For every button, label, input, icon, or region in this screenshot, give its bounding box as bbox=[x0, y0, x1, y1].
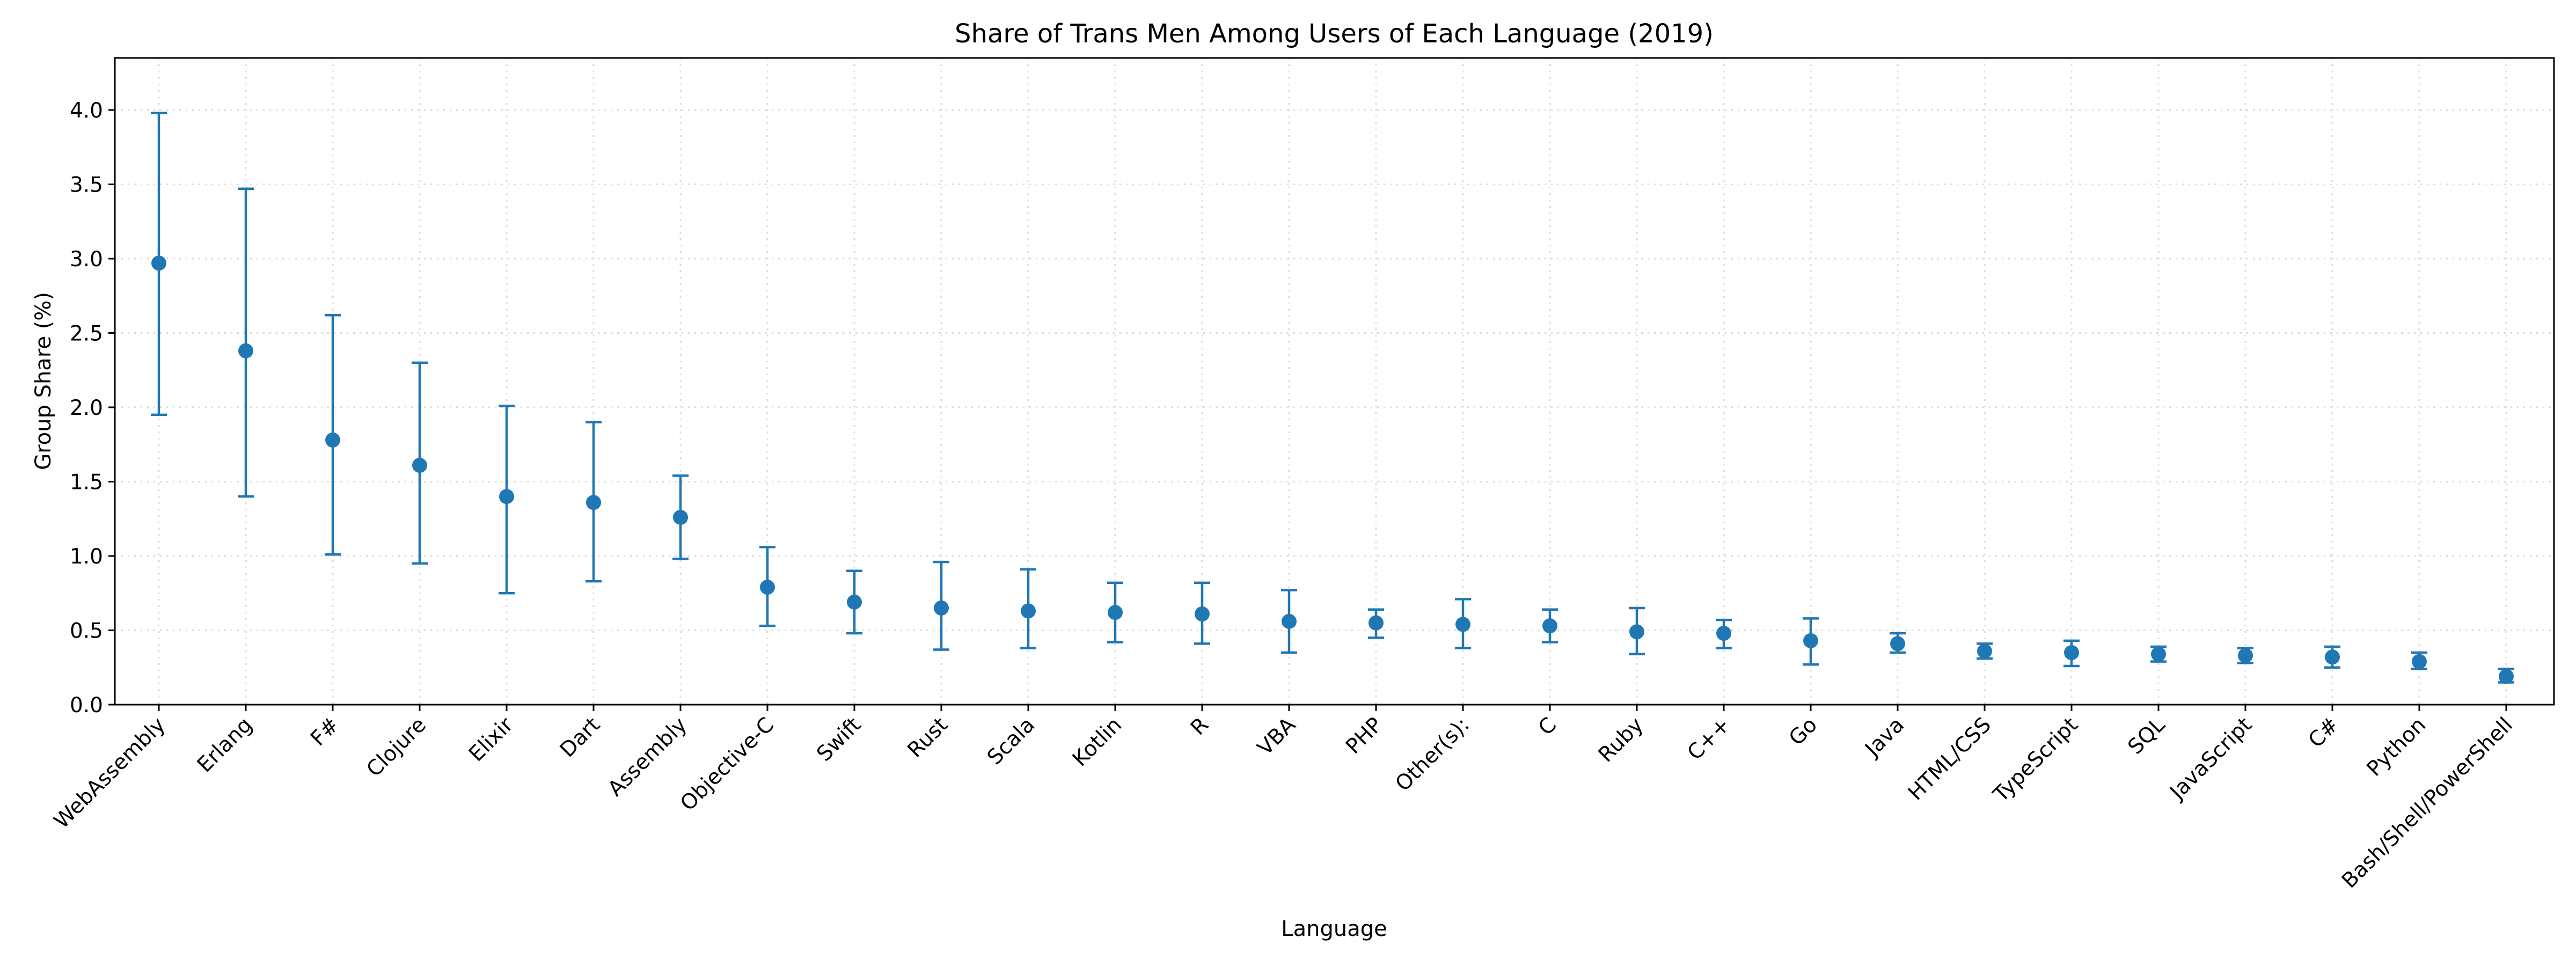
y-tick-label: 0.0 bbox=[70, 693, 103, 718]
plot-frame bbox=[114, 57, 2555, 706]
data-point bbox=[325, 432, 340, 448]
data-point bbox=[412, 458, 427, 473]
chart-title: Share of Trans Men Among Users of Each L… bbox=[955, 19, 1714, 49]
data-point bbox=[2325, 649, 2340, 665]
y-tick-label: 3.5 bbox=[70, 173, 103, 197]
data-point bbox=[151, 255, 166, 271]
data-point bbox=[1021, 603, 1036, 619]
data-point bbox=[1195, 606, 1210, 622]
data-point bbox=[2064, 645, 2079, 661]
data-point bbox=[1977, 643, 1992, 659]
data-point bbox=[1716, 626, 1731, 641]
y-tick-label: 2.5 bbox=[70, 321, 103, 346]
data-point bbox=[2151, 646, 2166, 662]
y-tick-label: 3.0 bbox=[70, 247, 103, 272]
x-axis-label: Language bbox=[1281, 917, 1387, 941]
data-point bbox=[586, 495, 601, 510]
data-point bbox=[847, 594, 862, 610]
data-point bbox=[1890, 636, 1905, 652]
data-point bbox=[760, 580, 775, 595]
data-layer bbox=[151, 112, 2514, 684]
y-tick-label: 0.5 bbox=[70, 619, 103, 643]
y-tick-label: 1.5 bbox=[70, 470, 103, 494]
data-point bbox=[2412, 654, 2427, 669]
y-tick-label: 1.0 bbox=[70, 545, 103, 569]
y-tick-label: 2.0 bbox=[70, 396, 103, 420]
data-point bbox=[1542, 618, 1557, 634]
data-point bbox=[1368, 615, 1384, 631]
data-point bbox=[673, 509, 688, 525]
grid-layer bbox=[115, 58, 2554, 706]
data-point bbox=[238, 343, 253, 358]
data-point bbox=[1629, 624, 1644, 640]
data-point bbox=[1803, 633, 1818, 648]
data-point bbox=[1108, 605, 1123, 620]
data-point bbox=[1282, 613, 1297, 629]
y-tick-label: 4.0 bbox=[70, 99, 103, 123]
data-point bbox=[1455, 617, 1470, 632]
data-point bbox=[499, 489, 514, 504]
data-point bbox=[2499, 669, 2514, 684]
data-point bbox=[2238, 648, 2253, 663]
data-point bbox=[934, 600, 949, 616]
y-axis-label: Group Share (%) bbox=[31, 292, 56, 470]
